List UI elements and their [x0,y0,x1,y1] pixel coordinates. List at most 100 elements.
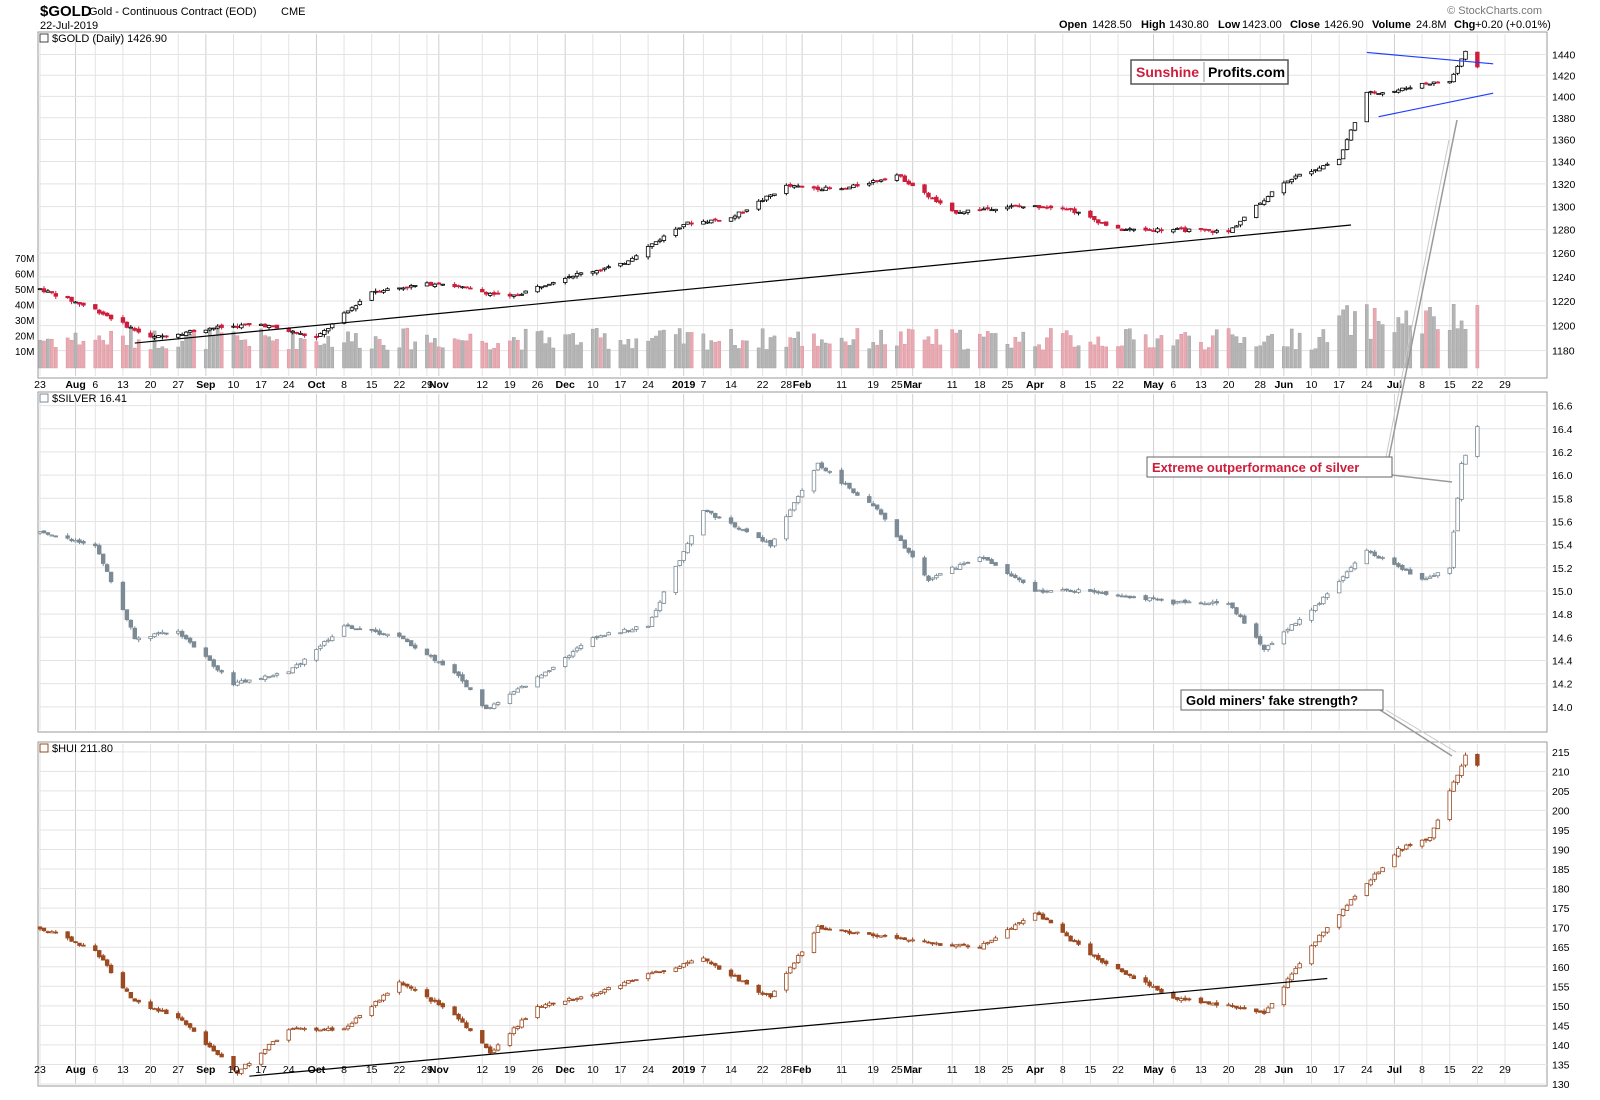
gold-candle-body [187,330,193,333]
hui-candle-body [428,997,434,1002]
hui-candle-body [799,951,805,956]
hui-candle-body [1060,923,1065,933]
hui-candle-body [314,1027,319,1031]
x-tick-label-lower: 22 [393,1064,405,1076]
hui-candle-body [930,942,935,945]
gold-volume-bar [1341,309,1345,369]
hui-candle-body [160,1009,165,1012]
sunshine-profits-logo: Sunshine Profits.com [1130,59,1289,85]
silver-candle-body [618,632,623,635]
gold-candle-body [598,269,603,272]
hui-candle-body [1210,1002,1215,1006]
silver-candle-body [160,631,165,634]
gold-volume-bar [729,329,733,369]
gold-candle-body [97,309,102,314]
hui-candle-body [1313,941,1318,947]
gold-candle-body [689,222,694,225]
hui-candle-body [1392,854,1397,868]
gold-volume-bar [1262,341,1266,369]
y-tick-label-hui: 200 [1552,805,1570,817]
hui-candle-body [270,1041,276,1045]
silver-candle-body [468,687,473,691]
gold-candle-body [294,332,299,334]
hui-candle-body [535,1006,540,1019]
silver-candle-body [993,562,998,566]
silver-candle-body [1285,628,1291,632]
x-tick-label-lower: 8 [1419,1064,1425,1076]
silver-candle-body [507,693,513,704]
gold-candle-body [1182,227,1188,233]
y-tick-label-gold: 1420 [1552,70,1576,82]
hui-candle-body [815,926,821,933]
hui-candle-body [1036,912,1042,916]
hui-candle-body [1040,913,1046,920]
silver-candle-body [934,575,939,579]
gold-candle-body [1096,219,1101,224]
silver-candle-body [1419,572,1425,580]
silver-candle-body [590,637,596,647]
gold-volume-bar [1317,337,1322,369]
gold-candle-body [1340,149,1346,160]
hui-candle-body [1451,781,1456,792]
gold-candle-body [239,324,244,329]
silver-candle-body [1076,589,1081,593]
gold-volume-bar [966,348,970,369]
hui-candle-body [239,1068,244,1074]
gold-candle-body [792,185,797,188]
x-tick-label-upper: 17 [255,379,267,391]
gold-volume-bar [1321,329,1326,369]
gold-volume-bar [1203,349,1207,369]
gold-candle-body [176,333,181,338]
hui-candle-body [1380,867,1385,873]
gold-candle-body [1254,204,1259,218]
hui-candle-body [1123,970,1129,975]
silver-candle-body [1159,598,1164,601]
silver-candle-body [981,557,986,560]
silver-candle-body [1340,576,1346,581]
gold-volume-bar [188,334,192,369]
silver-candle-body [484,704,489,710]
silver-candle-body [45,532,51,535]
silver-candle-body [464,680,469,688]
silver-candle-body [1257,636,1263,645]
silver-candle-body [1178,600,1184,604]
gold-candle-body [784,184,789,194]
silver-callout-text: Extreme outperformance of silver [1152,460,1359,475]
hui-callout-box [1180,689,1384,711]
gold-candle-body [341,312,347,324]
silver-candle-body [460,674,465,682]
hui-callout-text: Gold miners' fake strength? [1186,693,1358,708]
gold-volume-bar [839,337,844,369]
gold-volume-bar [129,328,133,369]
gold-candle-body [649,243,655,247]
silver-candle-body [523,685,528,688]
gold-candle-body [985,207,990,210]
hui-candle-body [922,940,927,943]
silver-candle-body [1325,593,1330,598]
y-tick-label-hui: 205 [1552,786,1570,798]
hui-candle-body [243,1063,248,1069]
gold-candle-body [934,196,939,202]
hui-candle-body [1404,844,1409,850]
gold-volume-bar [563,334,567,369]
gold-candle-body [843,187,848,190]
gold-candle-body [1325,163,1330,166]
gold-volume-bar [330,346,335,369]
gold-volume-bar [192,330,196,369]
y-tick-label-hui: 170 [1552,923,1570,935]
gold-candle-body [424,282,430,287]
hui-candle-body [938,943,943,946]
hui-candle-body [515,1026,521,1029]
gold-volume-bar [519,349,524,369]
gold-volume-bar [772,335,777,369]
gold-volume-bar [1447,329,1452,369]
silver-candle-body [1040,589,1046,593]
silver-candle-body [1352,562,1358,570]
silver-candle-body [713,513,718,518]
silver-candle-body [977,556,983,562]
hui-candle-body [878,935,884,938]
volume-tick-label: 40M [15,301,34,312]
gold-volume-bar [1171,345,1176,369]
y-tick-label-gold: 1180 [1552,346,1575,358]
hui-candle-body [266,1043,272,1051]
